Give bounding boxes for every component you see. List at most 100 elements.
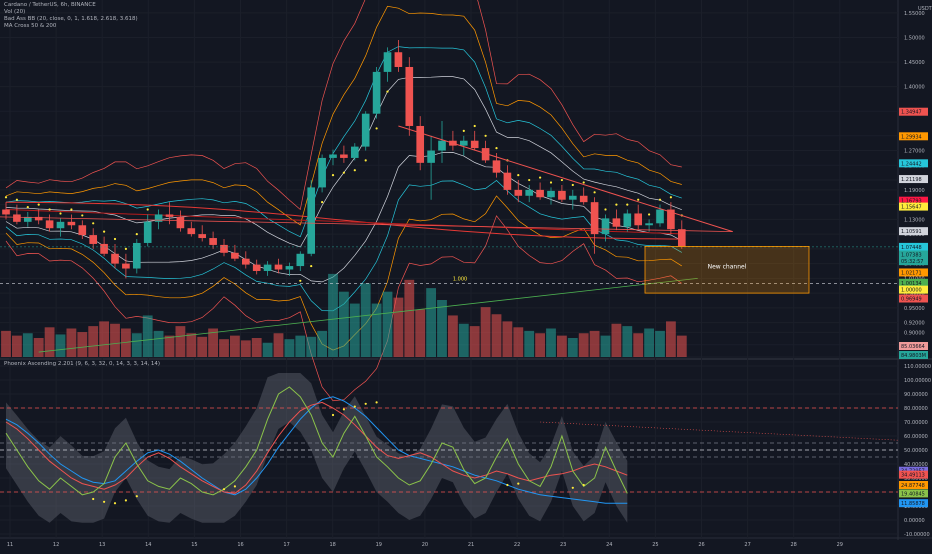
volume-bar xyxy=(208,328,219,357)
sar-dot xyxy=(648,213,651,216)
volume-bar xyxy=(120,328,131,357)
time-tick-label: 16 xyxy=(237,542,243,548)
sar-dot xyxy=(342,171,345,174)
candle-body xyxy=(13,214,21,222)
time-tick-label: 12 xyxy=(53,542,59,548)
candle-body xyxy=(372,71,381,114)
candle-body xyxy=(198,234,207,239)
volume-bar xyxy=(611,323,622,357)
sar-dot xyxy=(103,230,106,233)
osc-signal-dot xyxy=(364,402,367,405)
bollinger-indicator-label[interactable]: Bad Ass BB (20, close, 0, 1, 1.618, 2.61… xyxy=(4,16,138,22)
osc-tick-label: 0.00000 xyxy=(904,518,925,524)
time-tick-label: 24 xyxy=(606,542,612,548)
osc-tick-label: 110.00000 xyxy=(904,364,931,370)
price-badge xyxy=(899,227,928,236)
volume-bar xyxy=(535,333,546,357)
volume-bar xyxy=(622,326,633,357)
sar-dot xyxy=(626,203,629,206)
candle-body xyxy=(165,214,174,217)
osc-tick-label: -10.00000 xyxy=(904,532,930,538)
sar-dot xyxy=(113,237,117,241)
volume-bar xyxy=(328,273,338,357)
osc-series-line-2 xyxy=(5,386,628,496)
candle-body xyxy=(154,214,163,222)
bollinger-upper-band xyxy=(5,5,682,226)
candle-body xyxy=(111,253,119,264)
osc-badge-text: 11.85878 xyxy=(901,501,925,507)
osc-tick-label: 80.00000 xyxy=(904,406,928,412)
time-tick-label: 21 xyxy=(468,542,474,548)
sar-dot xyxy=(669,196,673,199)
time-tick-label: 27 xyxy=(744,542,750,548)
volume-bar xyxy=(404,279,415,357)
osc-badge-text: 34.49113 xyxy=(901,473,925,479)
descending-trendline xyxy=(398,125,733,233)
sar-dot xyxy=(495,146,498,150)
candle-body xyxy=(122,263,130,269)
volume-bar xyxy=(600,335,611,357)
candle-body xyxy=(285,266,294,270)
osc-signal-dot xyxy=(582,483,585,487)
price-tick-label: 0.95000 xyxy=(904,306,925,312)
osc-signal-dot xyxy=(113,502,117,505)
sar-dot xyxy=(331,174,335,177)
volume-bar xyxy=(142,315,153,357)
time-tick-label: 18 xyxy=(330,542,336,548)
candle-body xyxy=(143,221,152,243)
candle-body xyxy=(558,190,566,200)
volume-bar xyxy=(1,330,11,357)
candle-body xyxy=(547,190,555,198)
price-badge-text: 1.24442 xyxy=(901,161,922,167)
osc-badge-text: 24.87748 xyxy=(901,483,925,489)
sar-dot xyxy=(135,233,138,236)
volume-bar xyxy=(273,333,284,357)
price-badge-text: 1.29934 xyxy=(901,134,922,140)
price-tick-label: 1.50000 xyxy=(904,35,925,41)
osc-tick-label: 50.00000 xyxy=(904,448,928,454)
volume-bar xyxy=(251,338,262,357)
sar-dot xyxy=(81,214,84,217)
sar-dot xyxy=(15,198,18,201)
time-tick-label: 26 xyxy=(698,542,704,548)
candle-body xyxy=(514,189,523,196)
volume-bar xyxy=(175,326,186,357)
volume-bar xyxy=(578,333,589,357)
sar-dot xyxy=(386,90,389,93)
new-channel-box xyxy=(644,246,810,294)
time-tick-label: 11 xyxy=(7,542,13,548)
candle-body xyxy=(296,253,305,267)
candle-body xyxy=(405,66,414,126)
candle-body xyxy=(438,140,446,151)
sar-dot xyxy=(539,176,542,179)
osc-signal-dot xyxy=(331,413,335,417)
price-tick-label: 0.98000 xyxy=(904,291,925,297)
candle-body xyxy=(634,213,643,226)
volume-bar xyxy=(491,314,502,357)
ascending-support-line xyxy=(38,277,698,353)
candle-body xyxy=(568,195,577,200)
volume-bar xyxy=(131,333,142,357)
volume-indicator-label[interactable]: Vol (20) xyxy=(4,9,26,15)
volume-bar xyxy=(469,326,480,357)
volume-bar xyxy=(665,321,676,357)
new-channel-label: New channel xyxy=(708,264,747,271)
osc-signal-dot xyxy=(517,482,520,485)
candle-body xyxy=(383,52,392,72)
candle-body xyxy=(503,172,512,190)
ma-cross-indicator-label[interactable]: MA Cross 50 & 200 xyxy=(4,23,57,29)
candle-body xyxy=(677,229,686,247)
volume-bar xyxy=(426,288,437,357)
price-tick-label: 1.45000 xyxy=(904,60,925,66)
sar-dot xyxy=(484,134,487,137)
time-tick-label: 28 xyxy=(791,542,797,548)
volume-bar xyxy=(55,334,66,357)
price-badge xyxy=(899,250,928,259)
price-badge-text: 1.07383 xyxy=(901,253,922,259)
oscillator-legend[interactable]: Phoenix Ascending 2.201 (9, 6, 3, 32, 0,… xyxy=(4,361,161,367)
candle-body xyxy=(241,258,250,265)
volume-bar xyxy=(676,335,687,357)
volume-bar xyxy=(164,335,175,357)
